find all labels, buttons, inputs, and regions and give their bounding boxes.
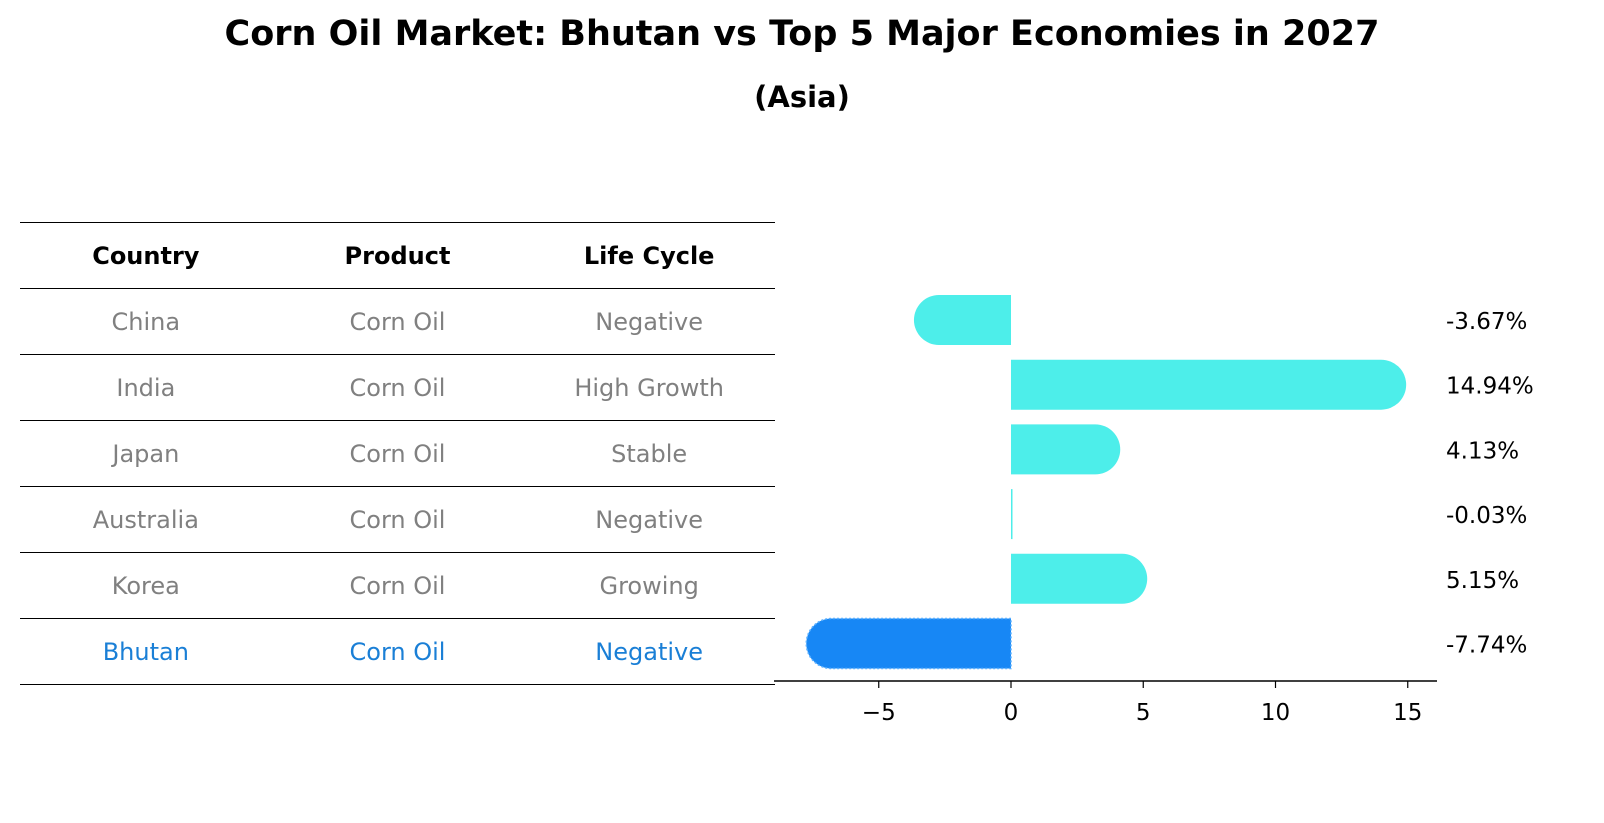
table-header-row: Country Product Life Cycle — [20, 222, 775, 289]
chart-title: Corn Oil Market: Bhutan vs Top 5 Major E… — [224, 14, 1380, 54]
bar-highlighted — [805, 617, 1012, 670]
cell-product: Corn Oil — [271, 354, 524, 421]
bar-value-label: 14.94% — [1446, 374, 1534, 400]
x-tick-label: 0 — [1004, 700, 1019, 726]
bar — [913, 295, 1011, 345]
comparison-table: Country Product Life Cycle China Corn Oi… — [20, 222, 775, 685]
bar-value-label: -3.67% — [1446, 309, 1527, 335]
table-row: China Corn Oil Negative — [20, 288, 775, 355]
x-tick-label: 5 — [1136, 700, 1151, 726]
table-row: India Corn Oil High Growth — [20, 354, 775, 421]
cell-country: Japan — [20, 420, 272, 487]
x-tick-label: 15 — [1393, 700, 1422, 726]
cell-country: Bhutan — [20, 618, 272, 685]
bar — [1011, 489, 1013, 540]
cell-country: Korea — [20, 552, 272, 619]
bar-value-label: 4.13% — [1446, 438, 1519, 464]
cell-country: China — [20, 288, 272, 355]
bar-value-label: -0.03% — [1446, 503, 1527, 529]
table-row: Australia Corn Oil Negative — [20, 486, 775, 553]
bar-value-label: 5.15% — [1446, 568, 1519, 594]
cell-country: India — [20, 354, 272, 421]
bar — [1011, 359, 1407, 410]
cell-life-cycle: Negative — [523, 288, 775, 355]
cell-life-cycle: High Growth — [523, 354, 775, 421]
x-tick-label: −5 — [862, 700, 896, 726]
cell-product: Corn Oil — [271, 288, 524, 355]
cell-product: Corn Oil — [271, 420, 524, 487]
cell-country: Australia — [20, 486, 272, 553]
table-row: Japan Corn Oil Stable — [20, 420, 775, 487]
cell-life-cycle: Growing — [523, 552, 775, 619]
chart-subtitle: (Asia) — [754, 80, 850, 114]
header-country: Country — [20, 222, 272, 289]
header-product: Product — [271, 222, 524, 289]
x-tick-label: 10 — [1261, 700, 1290, 726]
bar — [1011, 553, 1148, 604]
cell-life-cycle: Stable — [523, 420, 775, 487]
cell-product: Corn Oil — [271, 618, 524, 685]
cell-product: Corn Oil — [271, 552, 524, 619]
header-life-cycle: Life Cycle — [523, 222, 775, 289]
table-row: Korea Corn Oil Growing — [20, 552, 775, 619]
cell-product: Corn Oil — [271, 486, 524, 553]
table-row-highlighted: Bhutan Corn Oil Negative — [20, 618, 775, 685]
bar-value-label: -7.74% — [1446, 633, 1527, 659]
bar — [1011, 424, 1121, 475]
cell-life-cycle: Negative — [523, 618, 775, 685]
cell-life-cycle: Negative — [523, 486, 775, 553]
